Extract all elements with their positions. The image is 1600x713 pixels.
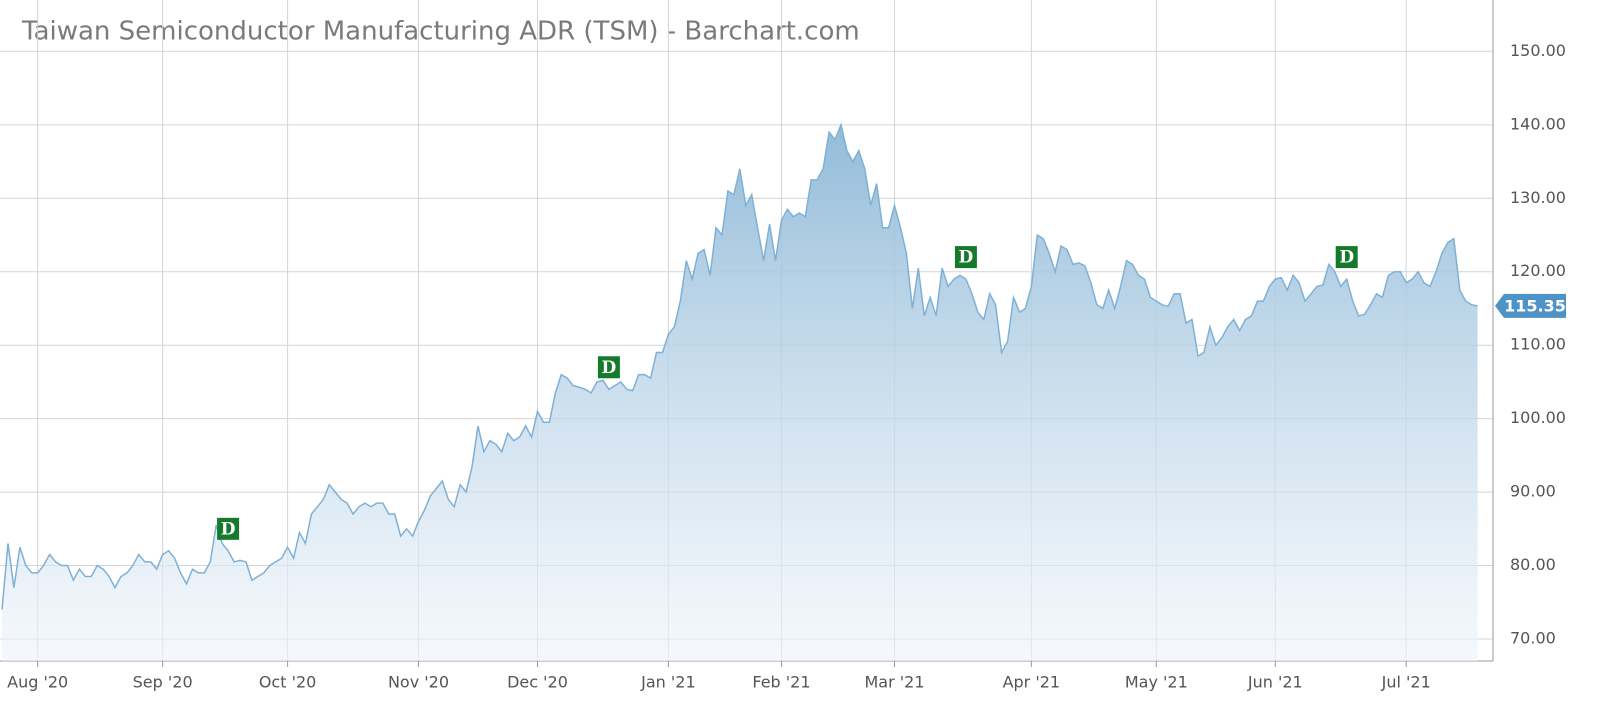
dividend-marker <box>597 356 620 379</box>
x-tick-label: Jan '21 <box>640 673 696 692</box>
dividend-label: D <box>1339 248 1354 268</box>
y-tick-label: 90.00 <box>1510 482 1556 501</box>
line <box>1 122 1478 610</box>
y-tick-label: 130.00 <box>1510 188 1566 207</box>
x-tick-label: Jul '21 <box>1381 673 1431 692</box>
x-tick-label: Aug '20 <box>7 673 68 692</box>
x-tick-label: Sep '20 <box>133 673 193 692</box>
x-tick-label: Mar '21 <box>864 673 924 692</box>
x-tick-label: Nov '20 <box>388 673 449 692</box>
dividend-marker <box>217 517 240 540</box>
dividend-marker <box>954 246 977 269</box>
last-price-tag <box>1495 293 1566 318</box>
chart-title: Taiwan Semiconductor Manufacturing ADR (… <box>21 17 860 47</box>
x-tick-label: Oct '20 <box>259 673 317 692</box>
x-tick-label: Jun '21 <box>1247 673 1303 692</box>
dividend-label: D <box>221 519 236 539</box>
dividend-marker <box>1335 246 1358 269</box>
last-price-label: 115.35 <box>1504 296 1566 315</box>
y-tick-label: 120.00 <box>1510 261 1566 280</box>
dividend-label: D <box>602 358 617 378</box>
dividend-label: D <box>959 248 974 268</box>
y-tick-label: 150.00 <box>1510 41 1566 60</box>
y-tick-label: 110.00 <box>1510 335 1566 354</box>
x-tick-label: Apr '21 <box>1003 673 1061 692</box>
y-tick-label: 70.00 <box>1510 628 1556 647</box>
x-tick-label: Dec '20 <box>507 673 568 692</box>
y-tick-label: 100.00 <box>1510 408 1566 427</box>
y-tick-label: 80.00 <box>1510 555 1556 574</box>
area <box>2 124 1478 661</box>
x-tick-label: Feb '21 <box>752 673 810 692</box>
x-tick-label: May '21 <box>1125 673 1188 692</box>
y-tick-label: 140.00 <box>1510 114 1566 133</box>
